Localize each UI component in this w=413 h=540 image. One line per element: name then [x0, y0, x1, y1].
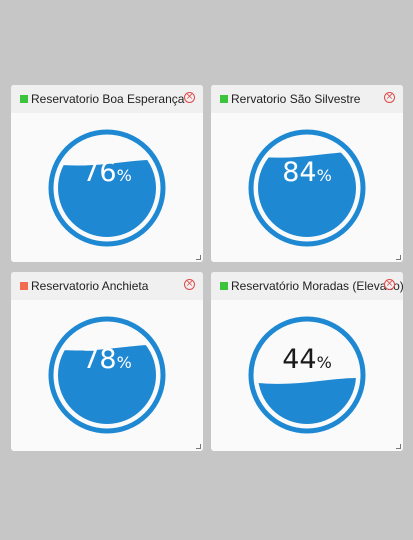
- status-indicator: [220, 95, 228, 103]
- level-gauge: 78%: [48, 316, 166, 434]
- card-title: Rervatorio São Silvestre: [231, 92, 361, 106]
- close-icon[interactable]: ×: [184, 92, 195, 103]
- resize-handle[interactable]: [196, 444, 201, 449]
- gauge-svg: [48, 129, 166, 247]
- level-value: 44: [282, 344, 317, 375]
- level-unit: %: [116, 353, 132, 372]
- close-icon[interactable]: ×: [384, 92, 395, 103]
- status-indicator: [20, 95, 28, 103]
- resize-handle[interactable]: [396, 255, 401, 260]
- level-unit: %: [316, 353, 332, 372]
- card-header[interactable]: Reservatório Moradas (Elevado) ×: [211, 272, 403, 300]
- gauge-water-fill: [258, 377, 356, 424]
- reservoir-card: Reservatorio Anchieta × 78%: [11, 272, 203, 451]
- level-unit: %: [116, 166, 132, 185]
- close-icon[interactable]: ×: [184, 279, 195, 290]
- card-header[interactable]: Reservatorio Boa Esperança ×: [11, 85, 203, 113]
- level-unit: %: [316, 166, 332, 185]
- gauge-outer-ring: [248, 129, 366, 247]
- gauge-outer-ring: [48, 129, 166, 247]
- level-value: 78: [82, 344, 117, 375]
- gauge-value: 78%: [48, 346, 166, 373]
- gauge-outer-ring: [248, 316, 366, 434]
- gauge-water-fill: [58, 159, 156, 237]
- close-icon[interactable]: ×: [384, 279, 395, 290]
- card-header[interactable]: Rervatorio São Silvestre ×: [211, 85, 403, 113]
- gauge-svg: [248, 316, 366, 434]
- level-gauge: 44%: [248, 316, 366, 434]
- gauge-water-fill: [258, 151, 356, 237]
- reservoir-card: Reservatório Moradas (Elevado) × 44%: [211, 272, 403, 451]
- gauge-water-fill: [58, 344, 156, 424]
- level-value: 76: [82, 157, 117, 188]
- card-title: Reservatorio Anchieta: [31, 279, 149, 293]
- gauge-svg: [48, 316, 166, 434]
- gauge-value: 44%: [248, 346, 366, 373]
- level-value: 84: [282, 157, 317, 188]
- card-title: Reservatorio Boa Esperança: [31, 92, 185, 106]
- gauge-outer-ring: [48, 316, 166, 434]
- status-indicator: [20, 282, 28, 290]
- card-header[interactable]: Reservatorio Anchieta ×: [11, 272, 203, 300]
- gauge-svg: [248, 129, 366, 247]
- gauge-value: 76%: [48, 159, 166, 186]
- card-title: Reservatório Moradas (Elevado): [231, 279, 403, 293]
- reservoir-card: Reservatorio Boa Esperança × 76%: [11, 85, 203, 262]
- level-gauge: 76%: [48, 129, 166, 247]
- resize-handle[interactable]: [396, 444, 401, 449]
- status-indicator: [220, 282, 228, 290]
- level-gauge: 84%: [248, 129, 366, 247]
- resize-handle[interactable]: [196, 255, 201, 260]
- gauge-value: 84%: [248, 159, 366, 186]
- reservoir-card: Rervatorio São Silvestre × 84%: [211, 85, 403, 262]
